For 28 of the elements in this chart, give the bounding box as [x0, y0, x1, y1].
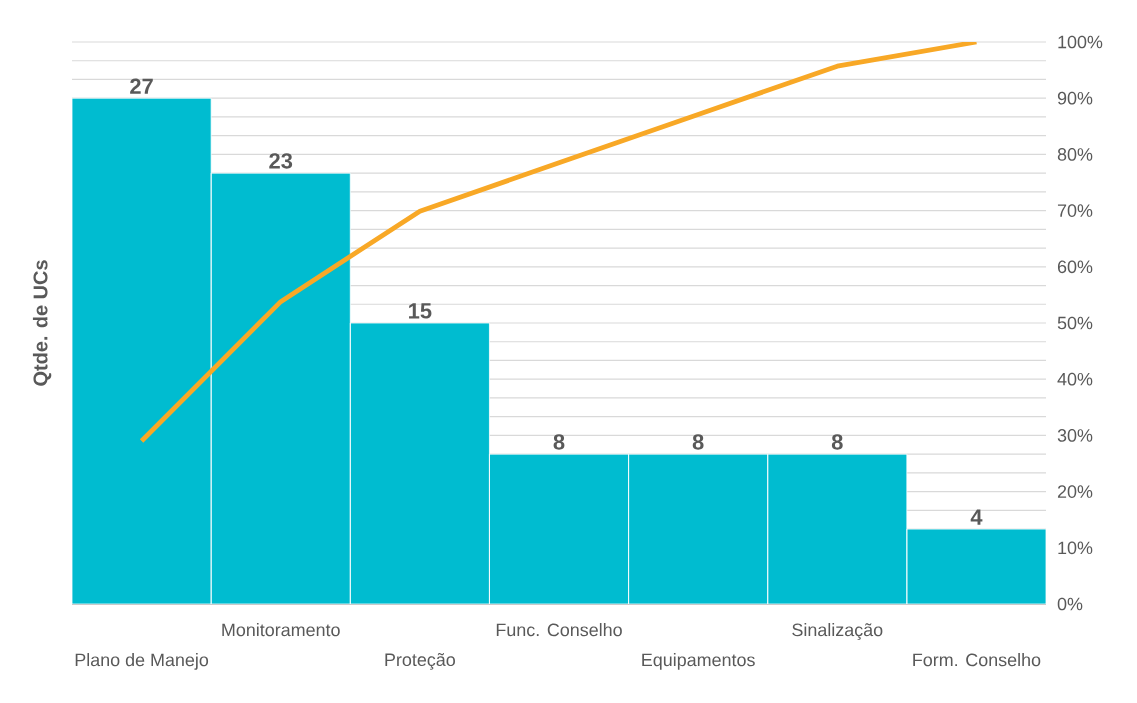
- x-tick-label: Equipamentos: [642, 653, 755, 670]
- data-label: 8: [553, 434, 565, 450]
- y2-tick-label: 10%: [1058, 541, 1093, 555]
- x-tick-label: Monitoramento: [222, 623, 340, 637]
- bar: [906, 528, 1047, 604]
- data-label: 23: [269, 153, 293, 169]
- y2-tick-label: 60%: [1057, 260, 1093, 274]
- data-label: 8: [692, 434, 704, 450]
- y2-tick-label: 70%: [1057, 204, 1093, 217]
- y2-tick-label: 80%: [1057, 148, 1093, 161]
- data-label: 27: [130, 78, 153, 94]
- y2-tick-label: 20%: [1057, 485, 1093, 498]
- x-tick-label: Proteção: [385, 653, 455, 670]
- y2-tick-label: 30%: [1057, 429, 1093, 442]
- x-tick-label: Sinalização: [792, 623, 883, 640]
- y2-tick-label: 90%: [1057, 91, 1093, 105]
- y2-tick-label: 0%: [1057, 597, 1083, 611]
- data-label: 4: [970, 509, 983, 525]
- y2-tick-label: 100%: [1058, 35, 1103, 49]
- x-tick-label: Plano de Manejo: [75, 653, 209, 670]
- y-axis-title: Qtde. de UCs: [32, 260, 52, 386]
- y2-tick-label: 50%: [1057, 316, 1093, 330]
- y2-tick-label: 40%: [1057, 372, 1093, 386]
- x-tick-label: Form. Conselho: [913, 653, 1041, 667]
- bar: [72, 97, 212, 604]
- data-label: 15: [409, 303, 432, 319]
- x-tick-label: Func. Conselho: [496, 623, 622, 637]
- data-label: 8: [831, 434, 843, 450]
